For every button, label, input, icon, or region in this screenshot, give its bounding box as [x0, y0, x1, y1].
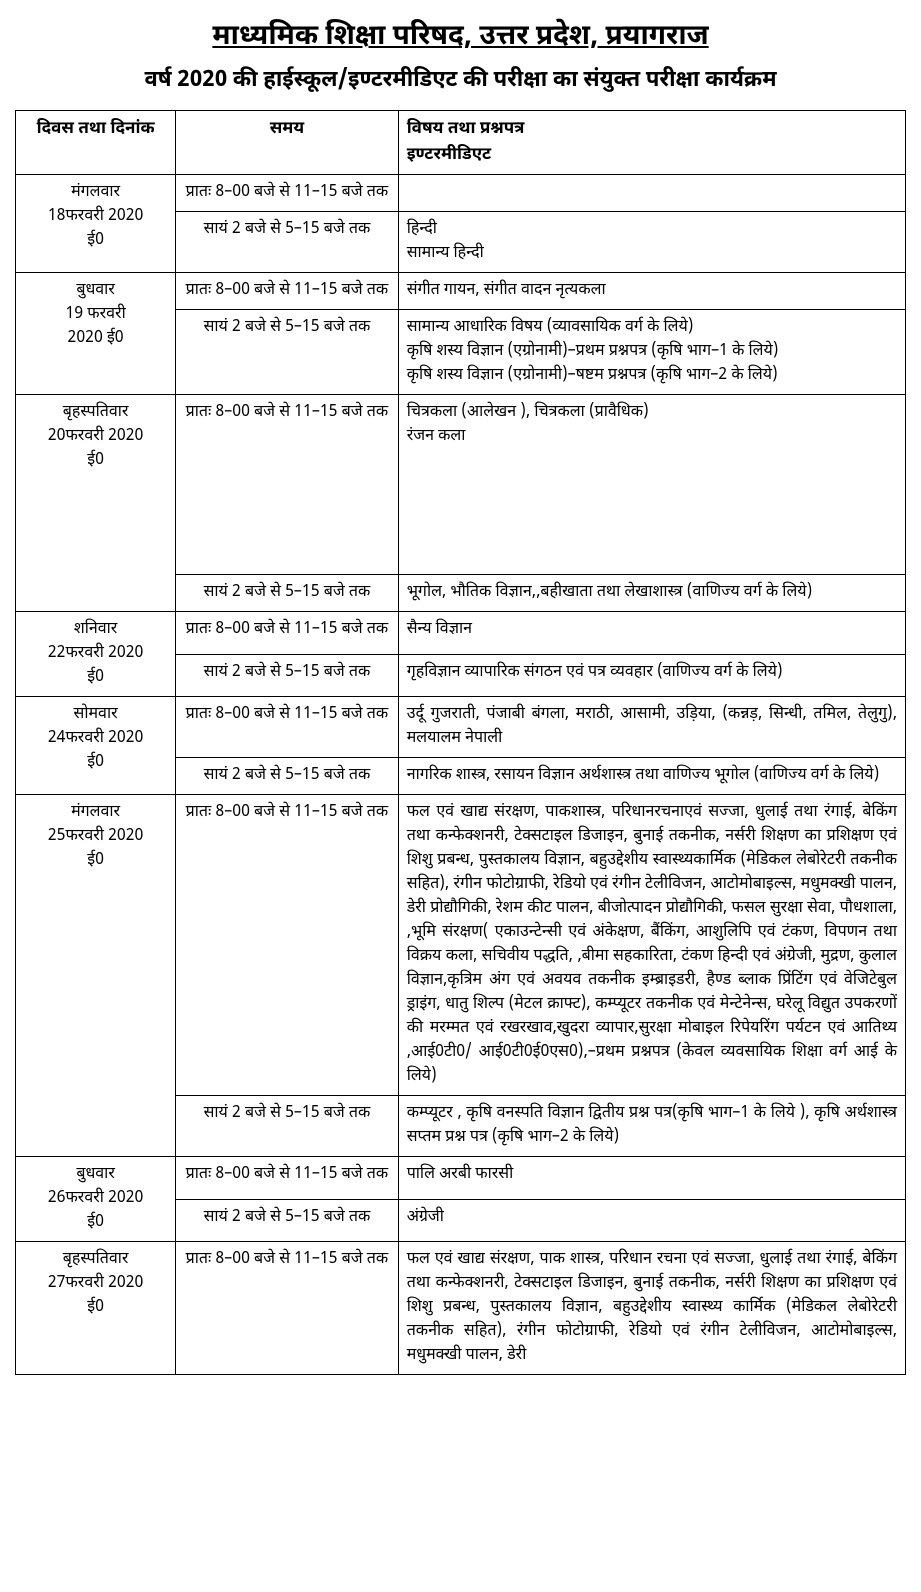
table-row: सोमवार24फरवरी 2020ई0प्रातः 8–00 बजे से 1… — [16, 697, 906, 758]
table-row: शनिवार22फरवरी 2020ई0प्रातः 8–00 बजे से 1… — [16, 612, 906, 655]
table-row: बुधवार26फरवरी 2020ई0प्रातः 8–00 बजे से 1… — [16, 1157, 906, 1200]
time-cell: सायं 2 बजे से 5–15 बजे तक — [176, 575, 399, 612]
table-row: बृहस्पतिवार27फरवरी 2020ई0प्रातः 8–00 बजे… — [16, 1242, 906, 1375]
board-title: माध्यमिक शिक्षा परिषद, उत्तर प्रदेश, प्र… — [15, 20, 906, 56]
date-cell: शनिवार22फरवरी 2020ई0 — [16, 612, 176, 697]
time-cell: प्रातः 8–00 बजे से 11–15 बजे तक — [176, 697, 399, 758]
table-row: बुधवार19 फरवरी2020 ई0प्रातः 8–00 बजे से … — [16, 273, 906, 310]
time-cell: प्रातः 8–00 बजे से 11–15 बजे तक — [176, 175, 399, 212]
time-cell: प्रातः 8–00 बजे से 11–15 बजे तक — [176, 395, 399, 575]
schedule-subtitle: वर्ष 2020 की हाईस्कूल/इण्टरमीडिएट की परी… — [15, 66, 906, 95]
subject-cell: संगीत गायन, संगीत वादन नृत्यकला — [398, 273, 905, 310]
date-cell: सोमवार24फरवरी 2020ई0 — [16, 697, 176, 795]
time-cell: सायं 2 बजे से 5–15 बजे तक — [176, 654, 399, 697]
subject-cell: चित्रकला (आलेखन ), चित्रकला (प्रावैधिक)र… — [398, 395, 905, 575]
table-row: मंगलवार18फरवरी 2020ई0प्रातः 8–00 बजे से … — [16, 175, 906, 212]
header-date: दिवस तथा दिनांक — [16, 111, 176, 175]
exam-schedule-table: दिवस तथा दिनांक समय विषय तथा प्रश्नपत्रइ… — [15, 110, 906, 1375]
subject-cell: फल एवं खाद्य संरक्षण, पाकशास्त्र, परिधान… — [398, 795, 905, 1096]
table-row: बृहस्पतिवार20फरवरी 2020ई0प्रातः 8–00 बजे… — [16, 395, 906, 575]
date-cell: मंगलवार25फरवरी 2020ई0 — [16, 795, 176, 1157]
table-row: मंगलवार25फरवरी 2020ई0प्रातः 8–00 बजे से … — [16, 795, 906, 1096]
date-cell: बुधवार26फरवरी 2020ई0 — [16, 1157, 176, 1242]
subject-cell: नागरिक शास्त्र, रसायन विज्ञान अर्थशास्त्… — [398, 758, 905, 795]
subject-cell: हिन्दीसामान्य हिन्दी — [398, 212, 905, 273]
time-cell: प्रातः 8–00 बजे से 11–15 बजे तक — [176, 612, 399, 655]
date-cell: बृहस्पतिवार20फरवरी 2020ई0 — [16, 395, 176, 612]
time-cell: प्रातः 8–00 बजे से 11–15 बजे तक — [176, 273, 399, 310]
date-cell: बुधवार19 फरवरी2020 ई0 — [16, 273, 176, 395]
time-cell: सायं 2 बजे से 5–15 बजे तक — [176, 310, 399, 395]
subject-cell — [398, 175, 905, 212]
date-cell: मंगलवार18फरवरी 2020ई0 — [16, 175, 176, 273]
subject-cell: सैन्य विज्ञान — [398, 612, 905, 655]
header-time: समय — [176, 111, 399, 175]
time-cell: सायं 2 बजे से 5–15 बजे तक — [176, 1199, 399, 1242]
subject-cell: गृहविज्ञान व्यापारिक संगठन एवं पत्र व्यव… — [398, 654, 905, 697]
subject-cell: कम्प्यूटर , कृषि वनस्पति विज्ञान द्वितीय… — [398, 1096, 905, 1157]
time-cell: प्रातः 8–00 बजे से 11–15 बजे तक — [176, 1242, 399, 1375]
time-cell: प्रातः 8–00 बजे से 11–15 बजे तक — [176, 1157, 399, 1200]
date-cell: बृहस्पतिवार27फरवरी 2020ई0 — [16, 1242, 176, 1375]
time-cell: सायं 2 बजे से 5–15 बजे तक — [176, 212, 399, 273]
subject-cell: सामान्य आधारिक विषय (व्यावसायिक वर्ग के … — [398, 310, 905, 395]
subject-cell: उर्दू गुजराती, पंजाबी बंगला, मराठी, आसाम… — [398, 697, 905, 758]
subject-cell: पालि अरबी फारसी — [398, 1157, 905, 1200]
time-cell: प्रातः 8–00 बजे से 11–15 बजे तक — [176, 795, 399, 1096]
subject-cell: भूगोल, भौतिक विज्ञान,,बहीखाता तथा लेखाशा… — [398, 575, 905, 612]
time-cell: सायं 2 बजे से 5–15 बजे तक — [176, 758, 399, 795]
time-cell: सायं 2 बजे से 5–15 बजे तक — [176, 1096, 399, 1157]
subject-cell: अंग्रेजी — [398, 1199, 905, 1242]
header-subject: विषय तथा प्रश्नपत्रइण्टरमीडिएट — [398, 111, 905, 175]
subject-cell: फल एवं खाद्य संरक्षण, पाक शास्त्र, परिधा… — [398, 1242, 905, 1375]
